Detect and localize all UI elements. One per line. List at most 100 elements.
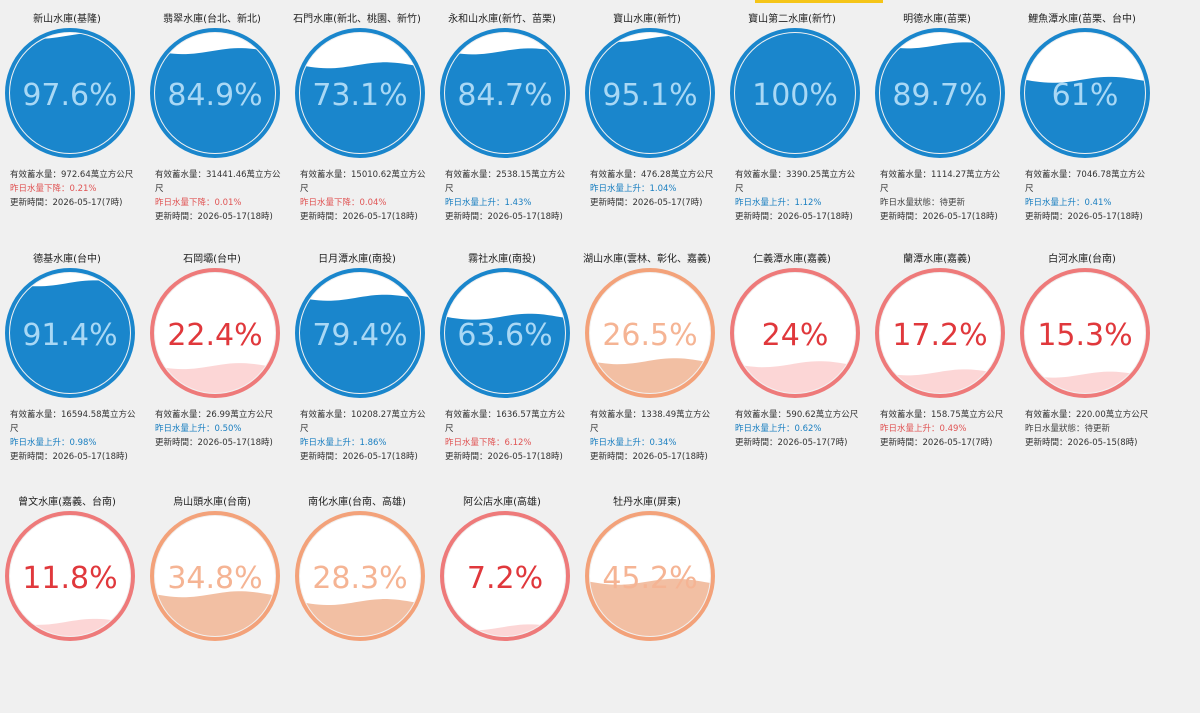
reservoir-info: 有效蓄水量：15010.62萬立方公尺 昨日水量下降：0.04% 更新時間：2026… [300, 168, 428, 224]
reservoir-name: 石岡壩(台中) [183, 254, 241, 265]
effective-storage: 有效蓄水量：10208.27萬立方公尺 [300, 410, 426, 434]
water-level-gauge: 73.1% [292, 25, 428, 161]
daily-change: 昨日水量上升：0.49% [880, 424, 967, 434]
update-time: 更新時間：2026-05-17(18時) [300, 452, 418, 462]
effective-storage: 有效蓄水量：220.00萬立方公尺 [1025, 410, 1149, 420]
daily-change: 昨日水量上升：0.98% [10, 438, 97, 448]
reservoir-card[interactable]: 明德水庫(苗栗) 89.7% 有效蓄水量：1114.27萬立方公尺 昨日水量狀態：待更… [872, 0, 1012, 230]
water-fill [155, 48, 275, 153]
update-time: 更新時間：2026-05-17(18時) [1025, 212, 1143, 222]
percent-label: 28.3% [312, 561, 407, 596]
percent-label: 7.2% [467, 561, 543, 596]
water-level-gauge: 97.6% [2, 25, 138, 161]
reservoir-card[interactable]: 曾文水庫(嘉義、台南) 11.8% [2, 483, 142, 713]
daily-change: 昨日水量下降：0.04% [300, 198, 387, 208]
reservoir-name: 明德水庫(苗栗) [903, 14, 971, 25]
reservoir-card[interactable]: 南化水庫(台南、高雄) 28.3% [292, 483, 432, 713]
daily-change: 昨日水量下降：0.01% [155, 198, 242, 208]
reservoir-info: 有效蓄水量：1338.49萬立方公尺 昨日水量上升：0.34% 更新時間：2026-… [590, 408, 718, 464]
reservoir-card[interactable]: 翡翠水庫(台北、新北) 84.9% 有效蓄水量：31441.46萬立方公尺 昨日水量下… [147, 0, 287, 230]
water-fill [735, 33, 855, 153]
effective-storage: 有效蓄水量：26.99萬立方公尺 [155, 410, 273, 420]
reservoir-info: 有效蓄水量：220.00萬立方公尺 昨日水量狀態：待更新 更新時間：2026-05-… [1025, 408, 1153, 450]
update-time: 更新時間：2026-05-17(18時) [880, 212, 998, 222]
percent-label: 100% [752, 78, 838, 113]
percent-label: 24% [762, 318, 829, 353]
water-level-gauge: 84.9% [147, 25, 283, 161]
percent-label: 97.6% [22, 78, 117, 113]
water-level-gauge: 100% [727, 25, 863, 161]
effective-storage: 有效蓄水量：1338.49萬立方公尺 [590, 410, 711, 434]
reservoir-card[interactable]: 仁義潭水庫(嘉義) 24% 有效蓄水量：590.62萬立方公尺 昨日水量上升：0.62… [727, 240, 867, 470]
reservoir-card[interactable]: 寶山水庫(新竹) 95.1% 有效蓄水量：476.28萬立方公尺 昨日水量上升：1.0… [582, 0, 722, 230]
water-level-gauge: 26.5% [582, 265, 718, 401]
update-time: 更新時間：2026-05-17(18時) [155, 212, 273, 222]
effective-storage: 有效蓄水量：2538.15萬立方公尺 [445, 170, 566, 194]
reservoir-info: 有效蓄水量：972.64萬立方公尺 昨日水量下降：0.21% 更新時間：2026-0… [10, 168, 138, 210]
percent-label: 73.1% [312, 78, 407, 113]
effective-storage: 有效蓄水量：16594.58萬立方公尺 [10, 410, 136, 434]
water-level-gauge: 63.6% [437, 265, 573, 401]
reservoir-name: 烏山頭水庫(台南) [173, 497, 251, 508]
water-level-gauge: 84.7% [437, 25, 573, 161]
water-fill [1025, 76, 1145, 153]
water-level-gauge: 61% [1017, 25, 1153, 161]
reservoir-info: 有效蓄水量：158.75萬立方公尺 昨日水量上升：0.49% 更新時間：2026-0… [880, 408, 1008, 450]
daily-change: 昨日水量上升：0.62% [735, 424, 822, 434]
water-level-gauge: 17.2% [872, 265, 1008, 401]
water-fill [445, 313, 565, 393]
percent-label: 91.4% [22, 318, 117, 353]
reservoir-name: 仁義潭水庫(嘉義) [753, 254, 831, 265]
update-time: 更新時間：2026-05-17(18時) [590, 452, 708, 462]
reservoir-card[interactable]: 新山水庫(基隆) 97.6% 有效蓄水量：972.64萬立方公尺 昨日水量下降：0.2… [2, 0, 142, 230]
reservoir-info: 有效蓄水量：590.62萬立方公尺 昨日水量上升：0.62% 更新時間：2026-0… [735, 408, 863, 450]
effective-storage: 有效蓄水量：476.28萬立方公尺 [590, 170, 714, 180]
reservoir-card[interactable]: 烏山頭水庫(台南) 34.8% [147, 483, 287, 713]
reservoir-card[interactable]: 湖山水庫(雲林、彰化、嘉義) 26.5% 有效蓄水量：1338.49萬立方公尺 昨日水… [582, 240, 722, 470]
update-time: 更新時間：2026-05-15(8時) [1025, 438, 1138, 448]
daily-change: 昨日水量狀態：待更新 [880, 198, 966, 208]
reservoir-card[interactable]: 日月潭水庫(南投) 79.4% 有效蓄水量：10208.27萬立方公尺 昨日水量上升：… [292, 240, 432, 470]
update-time: 更新時間：2026-05-17(7時) [880, 438, 993, 448]
daily-change: 昨日水量上升：1.12% [735, 198, 822, 208]
water-fill [10, 280, 130, 393]
reservoir-name: 鯉魚潭水庫(苗栗、台中) [1028, 14, 1136, 25]
reservoir-card[interactable]: 寶山第二水庫(新竹) 100% 有效蓄水量：3390.25萬立方公尺 昨日水量上升：1… [727, 0, 867, 230]
reservoir-info: 有效蓄水量：1636.57萬立方公尺 昨日水量下降：6.12% 更新時間：2026-… [445, 408, 573, 464]
reservoir-name: 牡丹水庫(屏東) [613, 497, 681, 508]
reservoir-info: 有效蓄水量：7046.78萬立方公尺 昨日水量上升：0.41% 更新時間：2026-… [1025, 168, 1153, 224]
water-level-gauge: 15.3% [1017, 265, 1153, 401]
reservoir-grid: 新山水庫(基隆) 97.6% 有效蓄水量：972.64萬立方公尺 昨日水量下降：0.2… [2, 0, 1157, 641]
water-level-gauge: 95.1% [582, 25, 718, 161]
reservoir-card[interactable]: 霧社水庫(南投) 63.6% 有效蓄水量：1636.57萬立方公尺 昨日水量下降：6.… [437, 240, 577, 470]
reservoir-card[interactable]: 石門水庫(新北、桃園、新竹) 73.1% 有效蓄水量：15010.62萬立方公尺 昨日… [292, 0, 432, 230]
reservoir-card[interactable]: 德基水庫(台中) 91.4% 有效蓄水量：16594.58萬立方公尺 昨日水量上升：0… [2, 240, 142, 470]
percent-label: 11.8% [22, 561, 117, 596]
daily-change: 昨日水量上升：1.04% [590, 184, 677, 194]
percent-label: 89.7% [892, 78, 987, 113]
reservoir-card[interactable]: 石岡壩(台中) 22.4% 有效蓄水量：26.99萬立方公尺 昨日水量上升：0.50%… [147, 240, 287, 470]
update-time: 更新時間：2026-05-17(7時) [10, 198, 123, 208]
reservoir-card[interactable]: 鯉魚潭水庫(苗栗、台中) 61% 有效蓄水量：7046.78萬立方公尺 昨日水量上升：… [1017, 0, 1157, 230]
effective-storage: 有效蓄水量：972.64萬立方公尺 [10, 170, 134, 180]
water-fill [880, 42, 1000, 153]
water-fill [735, 361, 855, 393]
reservoir-card[interactable]: 阿公店水庫(高雄) 7.2% [437, 483, 577, 713]
percent-label: 61% [1052, 78, 1119, 113]
water-level-gauge: 89.7% [872, 25, 1008, 161]
update-time: 更新時間：2026-05-17(18時) [445, 452, 563, 462]
percent-label: 34.8% [167, 561, 262, 596]
daily-change: 昨日水量下降：6.12% [445, 438, 532, 448]
update-time: 更新時間：2026-05-17(18時) [10, 452, 128, 462]
water-level-gauge: 24% [727, 265, 863, 401]
reservoir-name: 新山水庫(基隆) [33, 14, 101, 25]
reservoir-info: 有效蓄水量：16594.58萬立方公尺昨日水量上升：0.98% 更新時間：2026… [10, 408, 138, 464]
reservoir-card[interactable]: 蘭潭水庫(嘉義) 17.2% 有效蓄水量：158.75萬立方公尺 昨日水量上升：0.4… [872, 240, 1012, 470]
reservoir-card[interactable]: 白河水庫(台南) 15.3% 有效蓄水量：220.00萬立方公尺 昨日水量狀態：待更新… [1017, 240, 1157, 470]
update-time: 更新時間：2026-05-17(7時) [590, 198, 703, 208]
reservoir-card[interactable]: 牡丹水庫(屏東) 45.2% [582, 483, 722, 713]
reservoir-name: 寶山水庫(新竹) [613, 14, 681, 25]
effective-storage: 有效蓄水量：158.75萬立方公尺 [880, 410, 1004, 420]
reservoir-card[interactable]: 永和山水庫(新竹、苗栗) 84.7% 有效蓄水量：2538.15萬立方公尺 昨日水量上… [437, 0, 577, 230]
percent-label: 26.5% [602, 318, 697, 353]
